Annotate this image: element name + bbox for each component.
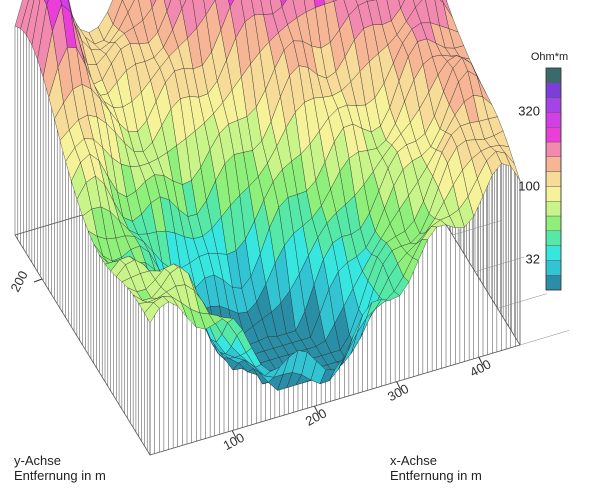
colorbar-segment [545, 126, 562, 143]
y-tick-mark [33, 278, 43, 283]
y-axis-title-line: y-Achse [14, 453, 61, 468]
colorbar-segment [545, 97, 562, 113]
colorbar-segment [545, 215, 562, 232]
x-tick-label: 100 [221, 430, 247, 453]
x-tick-mark [231, 430, 237, 439]
surface-cell [44, 0, 49, 6]
colorbar-segment [545, 171, 562, 187]
y-axis-title-line: Entfernung in m [14, 468, 106, 483]
colorbar-tick-label: 32 [526, 252, 540, 267]
colorbar-segment [545, 275, 562, 291]
surface-mesh [14, 0, 521, 391]
colorbar: Ohm*m 320 100 32 [518, 51, 568, 291]
surface-cell [150, 0, 157, 9]
floor-grid-line [474, 256, 525, 272]
x-tick-label: 400 [467, 356, 493, 379]
colorbar-segment [545, 186, 562, 202]
surface-cell [179, 0, 187, 10]
colorbar-segment [545, 200, 562, 217]
y-tick-label: 200 [7, 268, 30, 294]
colorbar-segment [545, 156, 562, 172]
surface-cell [398, 0, 405, 9]
colorbar-segment [545, 67, 562, 84]
x-axis-title-line: Entfernung in m [390, 468, 482, 483]
x-tick-label: 300 [385, 381, 411, 404]
x-tick-mark [313, 405, 319, 415]
colorbar-segment [545, 112, 562, 128]
surface-cell [163, 0, 172, 12]
colorbar-segment [545, 82, 562, 98]
colorbar-unit-label: Ohm*m [531, 51, 568, 63]
colorbar-segment [545, 141, 562, 158]
x-tick-label: 200 [303, 405, 329, 428]
colorbar-frame [545, 67, 562, 291]
x-tick-mark [396, 381, 402, 390]
floor-grid-line [497, 293, 547, 309]
surface-cell [280, 0, 287, 8]
x-tick-mark [478, 356, 484, 366]
colorbar-segment [545, 230, 562, 246]
floor-grid-line [452, 220, 502, 236]
colorbar-segment [545, 245, 562, 261]
surface-cell [228, 0, 235, 8]
surface-cell [504, 152, 521, 181]
x-axis-title-line: x-Achse [390, 453, 437, 468]
floor-grid-line [519, 330, 570, 346]
colorbar-segment [545, 260, 562, 276]
colorbar-tick-label: 320 [518, 104, 540, 119]
colorbar-tick-label: 100 [518, 178, 540, 193]
